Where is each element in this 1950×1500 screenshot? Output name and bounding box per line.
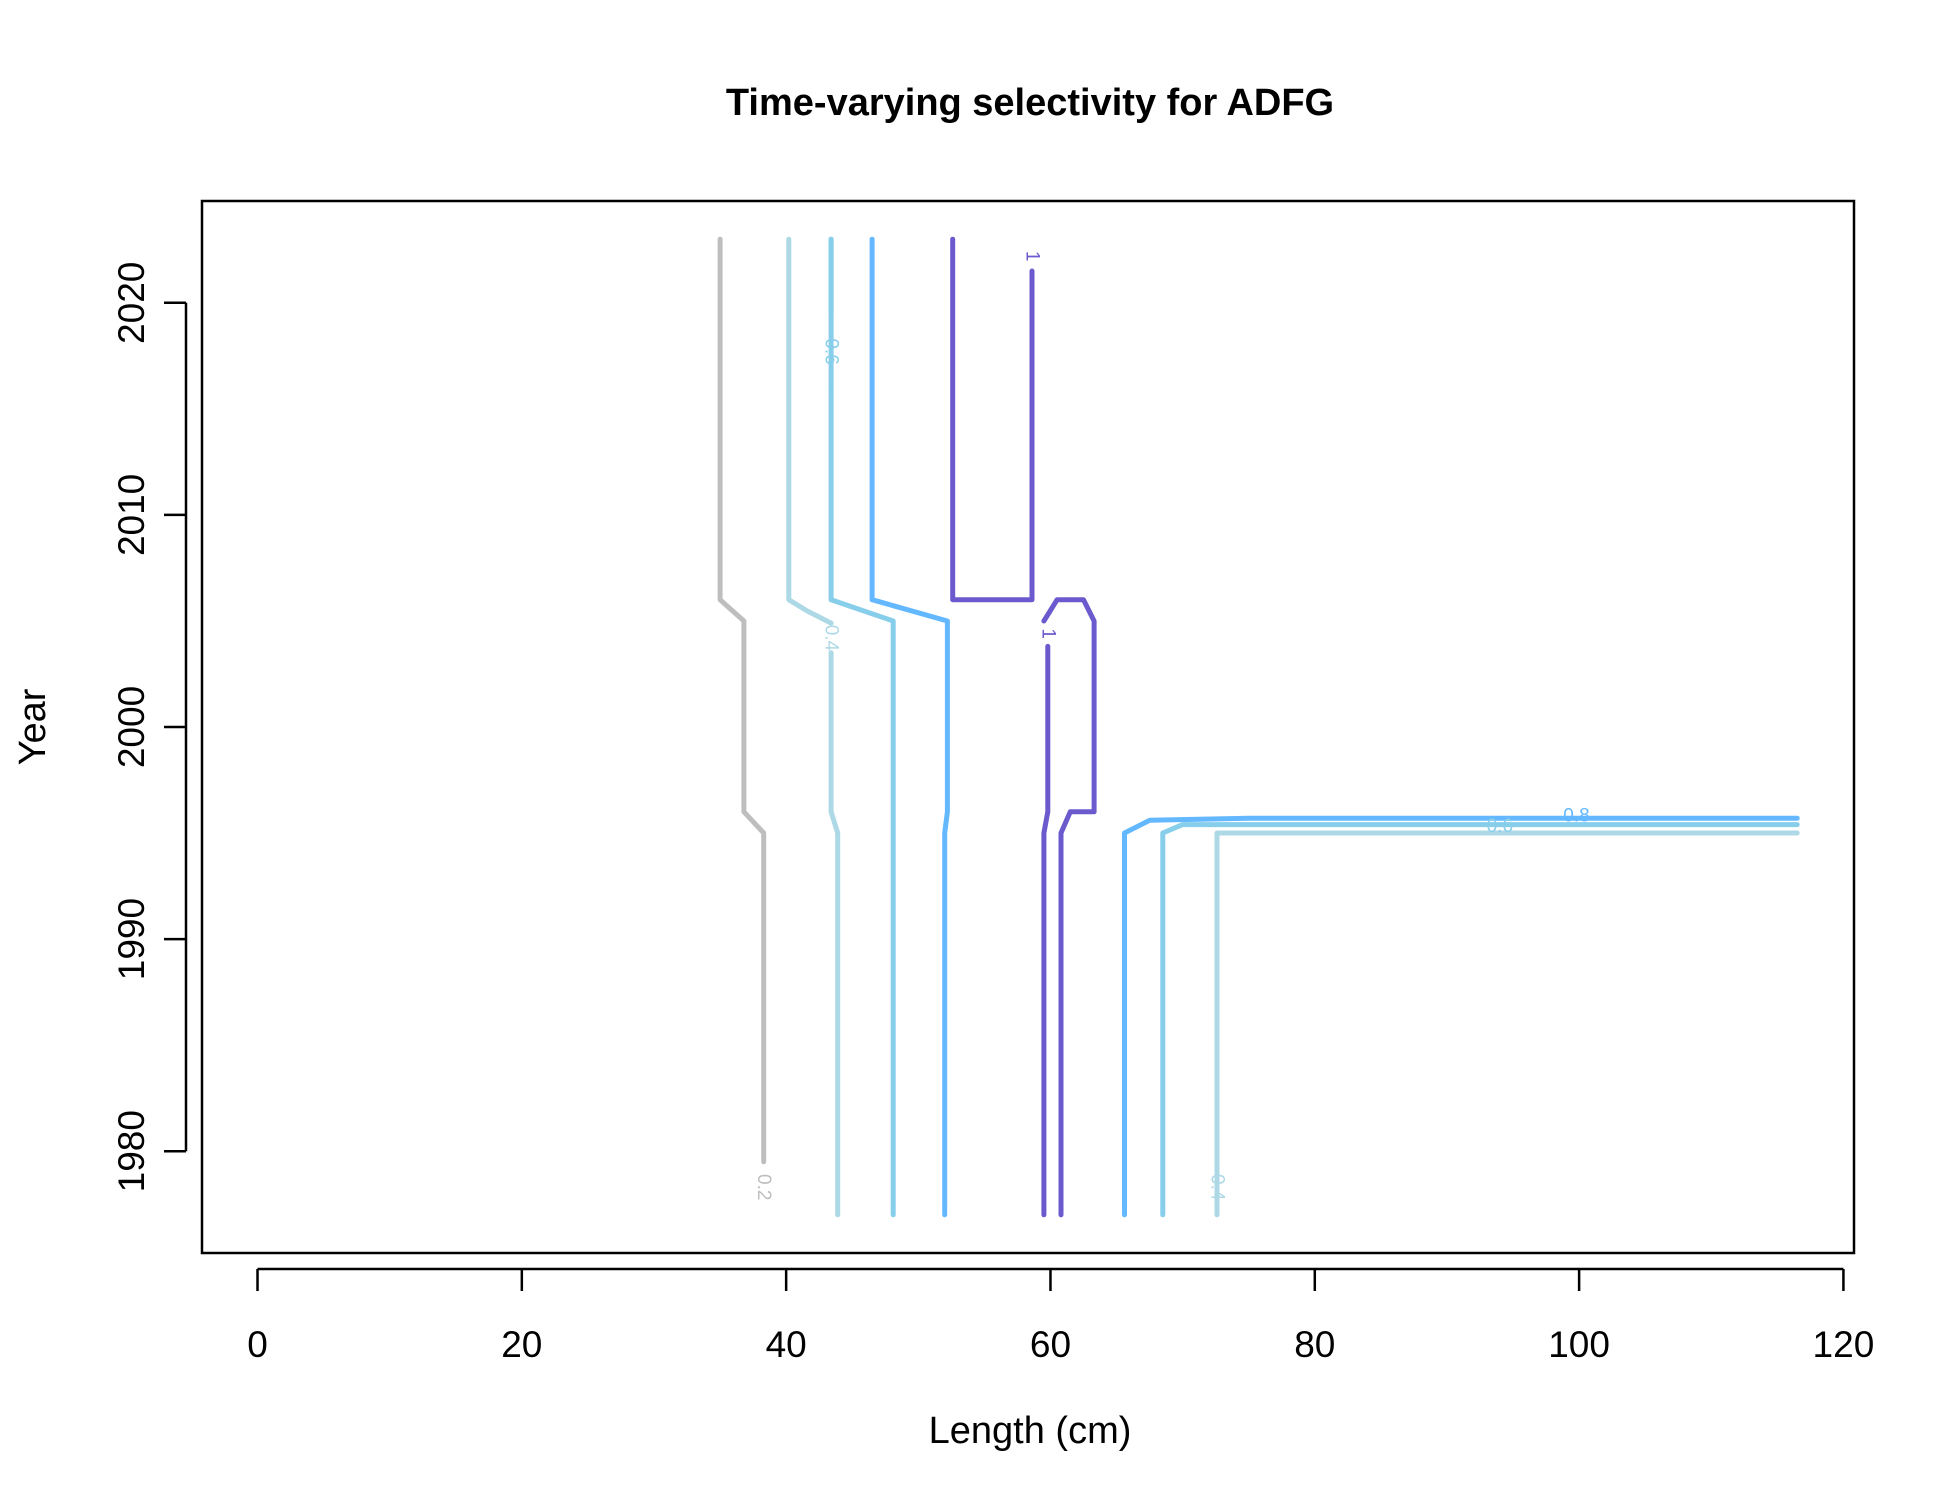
x-tick-label: 20 [501, 1324, 542, 1365]
plot-frame [200, 199, 1856, 1255]
contour-label: 0.6 [821, 338, 842, 364]
y-axis-label: Year [12, 688, 54, 765]
contour-line-0-4 [786, 236, 834, 626]
contour-line-0-2 [717, 236, 767, 1165]
x-tick-label: 0 [247, 1324, 268, 1365]
contour-line-1 [1041, 643, 1051, 1218]
contour-label: 0.4 [1206, 1174, 1227, 1201]
contour-line-0-6 [1160, 822, 1800, 1218]
contour-label: 1 [1021, 251, 1042, 262]
contour-line-0-4 [1214, 830, 1800, 1218]
x-tick-label: 100 [1548, 1324, 1610, 1365]
contour-line-0-8 [1122, 815, 1800, 1218]
contour-line-0-4 [828, 650, 841, 1218]
contour-line-0-8 [869, 236, 950, 1218]
x-tick-label: 80 [1294, 1324, 1335, 1365]
y-tick-label: 2010 [111, 474, 152, 556]
x-tick-label: 60 [1030, 1324, 1071, 1365]
contour-label: 1 [1037, 628, 1058, 639]
x-axis: 0 20 40 60 80 100 120 [247, 1267, 1875, 1365]
contour-label: 0.6 [1487, 816, 1513, 837]
y-tick-label: 1980 [111, 1110, 152, 1192]
x-tick-label: 40 [766, 1324, 807, 1365]
contour-labels: 0.2 0.4 0.6 1 1 0.4 0.6 0.8 [753, 251, 1589, 1201]
chart-title: Time-varying selectivity for ADFG [726, 82, 1334, 124]
contour-label: 0.8 [1563, 806, 1589, 827]
contour-label: 0.2 [753, 1174, 774, 1200]
x-tick-label: 120 [1813, 1324, 1875, 1365]
contour-line-0-6 [828, 385, 896, 1218]
contour-lines [717, 236, 1800, 1218]
y-tick-label: 1990 [111, 898, 152, 980]
y-axis: 1980 1990 2000 2010 2020 [111, 262, 188, 1192]
y-tick-label: 2000 [111, 686, 152, 768]
y-tick-label: 2020 [111, 262, 152, 344]
contour-line-1 [1041, 597, 1097, 1218]
contour-label: 0.4 [821, 625, 842, 652]
x-axis-label: Length (cm) [929, 1410, 1132, 1452]
contour-line-1 [950, 236, 1035, 603]
